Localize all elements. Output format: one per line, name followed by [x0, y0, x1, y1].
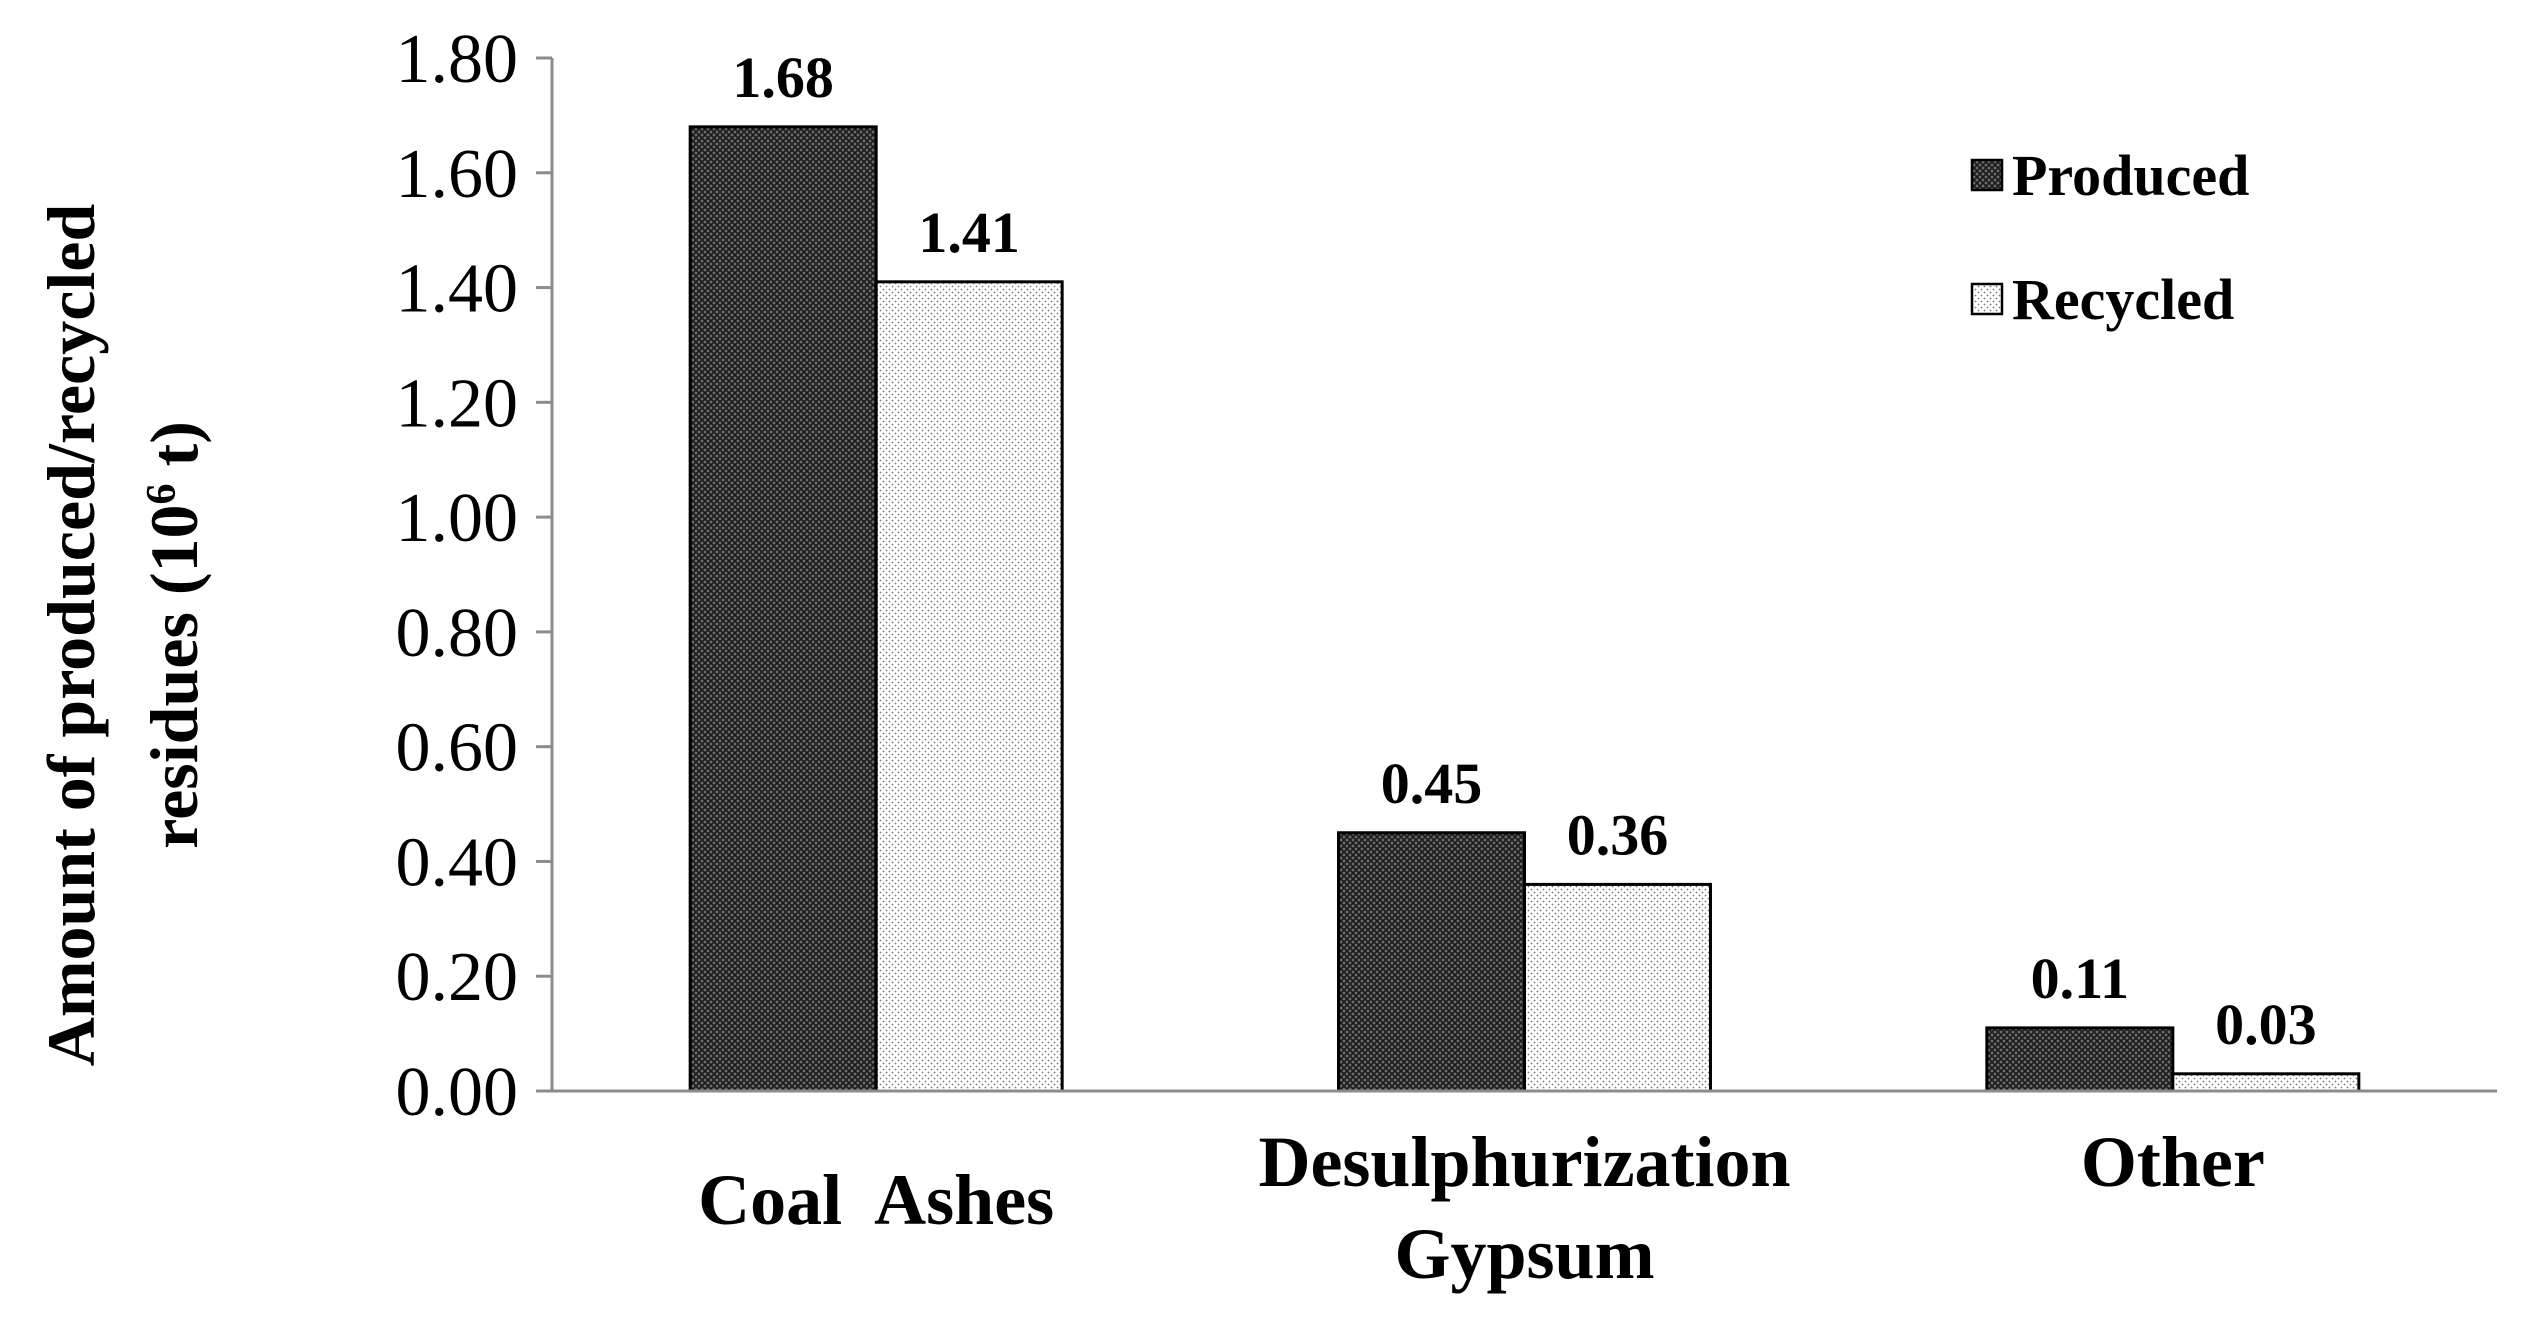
axes — [550, 58, 2497, 1093]
category-label-0: Coal Ashes — [698, 1160, 1054, 1240]
data-label-produced-2: 0.11 — [2031, 946, 2129, 1011]
y-axis-title-line2: residues (106 t) — [136, 421, 212, 849]
data-labels: 1.68 1.41 0.45 0.36 0.11 0.03 — [732, 45, 2316, 1057]
y-axis-title-line2-suffix: t) — [136, 421, 212, 483]
bar-produced-0 — [688, 125, 878, 1093]
y-tick-label: 0.20 — [396, 939, 519, 1016]
legend-swatch-produced — [1970, 158, 2004, 192]
category-label-line: Gypsum — [1394, 1214, 1654, 1294]
legend: Produced Recycled — [1970, 143, 2249, 332]
data-label-recycled-1: 0.36 — [1567, 802, 1669, 867]
bar-recycled-1 — [1523, 882, 1712, 1093]
y-axis-ticks: 0.00 0.20 0.40 0.60 0.80 1.00 1.20 1.40 1.60 1.80 — [396, 21, 552, 1131]
y-tick-label: 0.60 — [396, 710, 519, 787]
category-label-line: Desulphurization — [1258, 1122, 1790, 1202]
y-axis-title-line1: Amount of produced/recycled — [33, 204, 109, 1067]
bar-produced-1 — [1337, 831, 1526, 1093]
category-label-line: Coal Ashes — [698, 1160, 1054, 1240]
bar-recycled-0 — [874, 280, 1064, 1093]
category-label-2: Other — [2081, 1122, 2265, 1202]
legend-label-recycled: Recycled — [2012, 267, 2234, 332]
legend-swatch-recycled — [1970, 282, 2004, 316]
data-label-produced-1: 0.45 — [1381, 751, 1483, 816]
y-tick-label: 1.20 — [396, 365, 519, 442]
data-label-produced-0: 1.68 — [732, 45, 834, 110]
y-axis-title-line2-sup: 6 — [139, 483, 185, 504]
y-tick-label: 1.00 — [396, 480, 519, 557]
y-tick-label: 0.80 — [396, 595, 519, 672]
y-tick-label: 1.60 — [396, 136, 519, 213]
bar-recycled-2 — [2171, 1072, 2361, 1093]
bar-produced-2 — [1985, 1026, 2175, 1093]
category-labels: Coal Ashes Desulphurization Gypsum Other — [698, 1122, 2265, 1294]
y-tick-label: 0.00 — [396, 1054, 519, 1131]
data-label-recycled-0: 1.41 — [918, 200, 1020, 265]
y-tick-label: 0.40 — [396, 824, 519, 901]
category-label-line: Other — [2081, 1122, 2265, 1202]
category-label-1: Desulphurization Gypsum — [1258, 1122, 1790, 1294]
data-label-recycled-2: 0.03 — [2215, 992, 2317, 1057]
y-axis-title: Amount of produced/recycled residues (10… — [33, 204, 212, 1067]
y-axis-title-line2-prefix: residues (10 — [136, 504, 212, 848]
legend-label-produced: Produced — [2012, 143, 2249, 208]
y-tick-label: 1.40 — [396, 251, 519, 328]
y-tick-label: 1.80 — [396, 21, 519, 98]
